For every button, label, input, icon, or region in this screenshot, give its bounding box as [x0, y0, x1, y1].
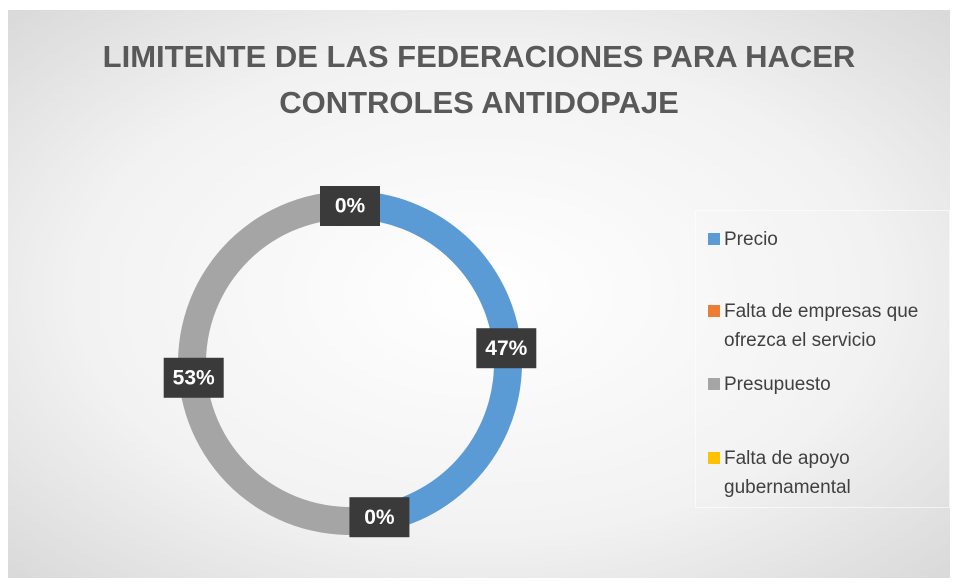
data-label-text: 53% — [173, 366, 215, 389]
legend-item: Falta de empresas que ofrezca el servici… — [708, 297, 958, 355]
chart-title: LIMITENTE DE LAS FEDERACIONES PARA HACER… — [102, 39, 856, 120]
legend-item: Precio — [708, 225, 958, 254]
legend-item: Falta de apoyo gubernamental — [708, 444, 958, 502]
data-label-box — [349, 497, 410, 538]
data-label-text: 47% — [485, 337, 527, 360]
doughnut-segment — [350, 191, 523, 532]
data-label: 53% — [163, 357, 224, 398]
legend-label: Falta de apoyo gubernamental — [724, 448, 851, 498]
data-label-box — [320, 186, 380, 226]
data-label: 0% — [349, 497, 410, 538]
legend-swatch — [708, 378, 720, 390]
legend: Precio Falta de empresas que ofrezca el s… — [695, 210, 950, 508]
legend-swatch — [708, 233, 720, 245]
data-label: 0% — [320, 186, 380, 226]
data-label-box — [476, 328, 537, 369]
title-box: LIMITENTE DE LAS FEDERACIONES PARA HACER… — [0, 34, 958, 126]
legend-label: Presupuesto — [724, 374, 831, 395]
legend-swatch — [708, 452, 720, 464]
data-label-text: 0% — [335, 195, 366, 218]
data-label-box — [163, 357, 224, 398]
data-label-text: 0% — [364, 506, 395, 529]
legend-swatch — [708, 305, 720, 317]
data-label: 47% — [476, 328, 537, 369]
legend-label: Falta de empresas que ofrezca el servici… — [724, 301, 919, 351]
legend-label: Precio — [724, 229, 778, 250]
legend-item: Presupuesto — [708, 370, 958, 399]
doughnut-segment — [178, 191, 383, 535]
